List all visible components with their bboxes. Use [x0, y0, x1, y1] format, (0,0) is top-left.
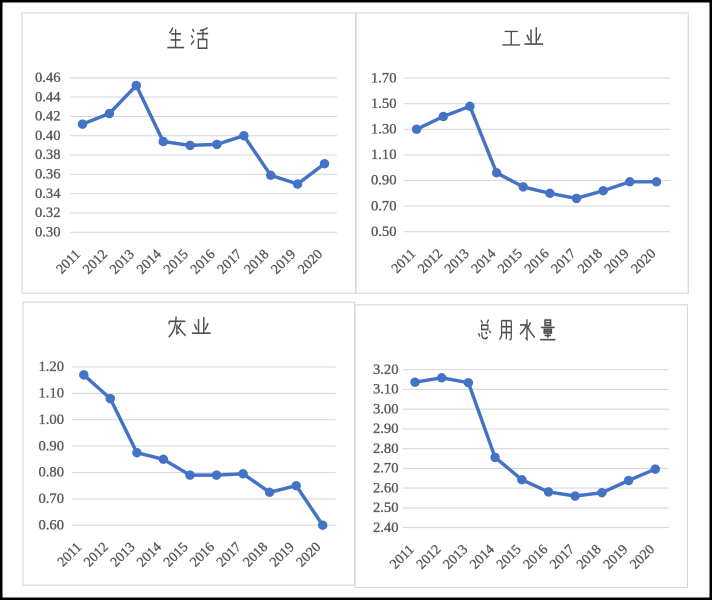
svg-text:1.50: 1.50 [371, 96, 397, 112]
svg-text:0.90: 0.90 [38, 438, 64, 454]
svg-text:0.70: 0.70 [371, 198, 397, 214]
svg-text:0.44: 0.44 [35, 89, 61, 105]
svg-text:0.30: 0.30 [35, 225, 61, 241]
svg-text:0.80: 0.80 [38, 465, 64, 481]
svg-text:0.40: 0.40 [35, 128, 61, 144]
svg-text:0.60: 0.60 [38, 517, 64, 533]
svg-text:0.70: 0.70 [38, 491, 64, 507]
svg-text:0.36: 0.36 [35, 167, 61, 183]
svg-text:2.60: 2.60 [373, 480, 399, 496]
svg-text:2.80: 2.80 [373, 441, 399, 457]
svg-text:3.10: 3.10 [373, 382, 399, 398]
svg-text:1.10: 1.10 [38, 386, 64, 402]
svg-text:0.32: 0.32 [35, 205, 61, 221]
svg-text:2.90: 2.90 [373, 421, 399, 437]
svg-text:2.70: 2.70 [373, 461, 399, 477]
svg-text:2.50: 2.50 [373, 500, 399, 516]
svg-text:2.40: 2.40 [373, 520, 399, 536]
svg-text:3.00: 3.00 [373, 401, 399, 417]
svg-text:1.20: 1.20 [38, 359, 64, 375]
svg-text:1.00: 1.00 [38, 412, 64, 428]
svg-text:1.30: 1.30 [371, 122, 397, 138]
svg-text:1.10: 1.10 [371, 147, 397, 163]
svg-text:0.38: 0.38 [35, 147, 61, 163]
svg-text:0.90: 0.90 [371, 173, 397, 189]
svg-text:0.42: 0.42 [35, 109, 61, 125]
svg-text:1.70: 1.70 [371, 70, 397, 86]
svg-text:3.20: 3.20 [373, 362, 399, 378]
svg-text:0.34: 0.34 [35, 186, 61, 202]
svg-text:0.50: 0.50 [371, 224, 397, 240]
svg-text:0.46: 0.46 [35, 70, 61, 86]
